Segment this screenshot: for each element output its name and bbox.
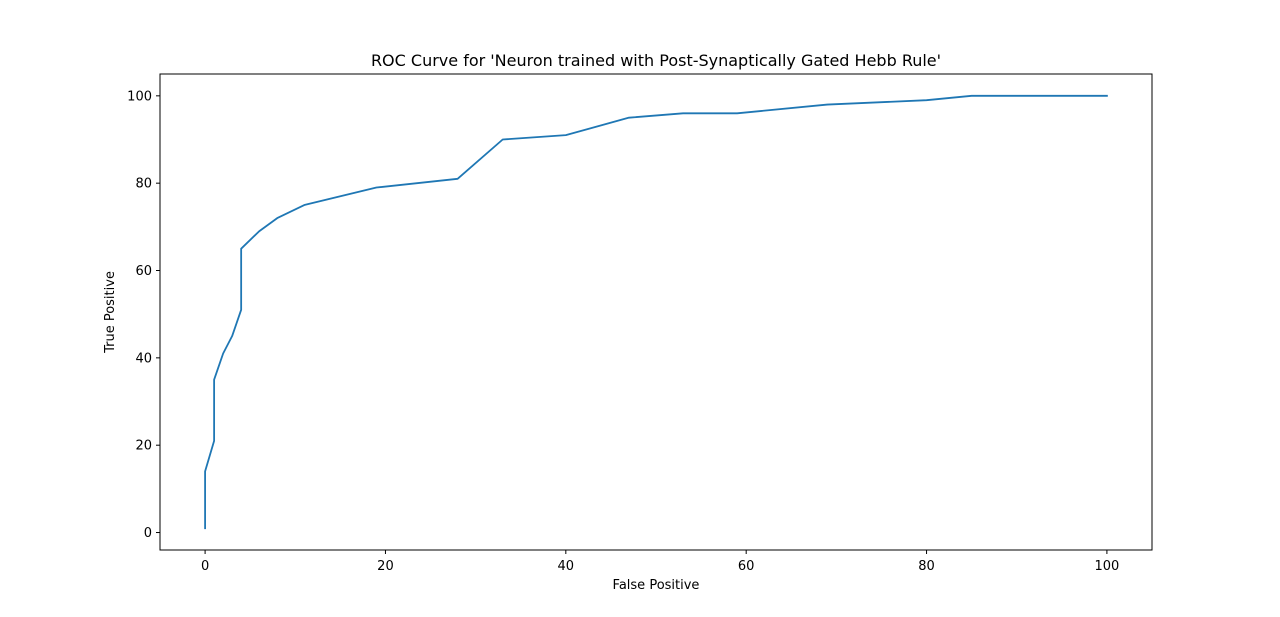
- y-tick-label: 60: [135, 264, 152, 279]
- y-tick-label: 0: [144, 526, 152, 541]
- series-layer: [204, 94, 1108, 530]
- y-tick-label: 80: [135, 177, 152, 192]
- y-axis-ticks: 0 20 40 60 80 100: [127, 89, 160, 541]
- y-tick-label: 20: [135, 439, 152, 454]
- x-axis-ticks: 0 20 40 60 80 100: [201, 550, 1119, 574]
- x-tick-label: 60: [738, 559, 755, 574]
- plot-frame: [159, 73, 1153, 551]
- x-tick-label: 80: [918, 559, 935, 574]
- y-tick-label: 100: [127, 89, 152, 104]
- y-tick-label: 40: [135, 351, 152, 366]
- x-axis-label: False Positive: [613, 578, 700, 593]
- x-tick-label: 0: [201, 559, 209, 574]
- roc-series-line: [204, 94, 1108, 530]
- x-tick-label: 40: [558, 559, 575, 574]
- chart-title: ROC Curve for 'Neuron trained with Post-…: [371, 51, 941, 70]
- x-tick-label: 20: [377, 559, 394, 574]
- x-tick-label: 100: [1094, 559, 1119, 574]
- y-axis-label: True Positive: [103, 271, 118, 354]
